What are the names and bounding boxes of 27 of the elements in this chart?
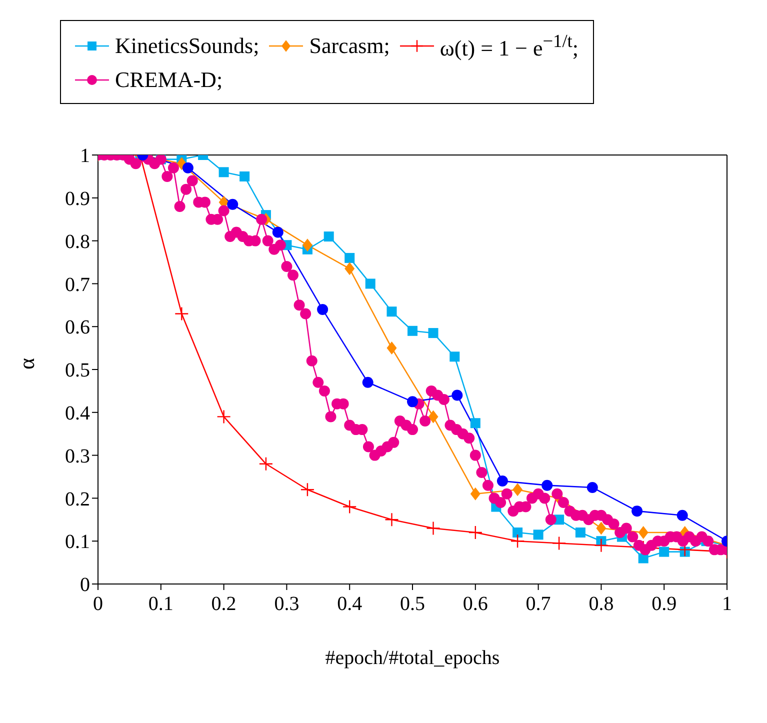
x-tick-label: 0.6 (462, 594, 488, 616)
legend-label: Sarcasm; (309, 33, 390, 60)
x-tick-label: 0.8 (588, 594, 614, 616)
x-axis-title: #epoch/#total_epochs (325, 647, 500, 670)
x-tick-label: 0.2 (211, 594, 236, 616)
y-axis-title: α (14, 358, 39, 370)
x-tick-label: 0.3 (274, 594, 300, 616)
y-tick-label: 0.1 (65, 532, 90, 554)
x-tick-label: 0.7 (526, 594, 551, 616)
y-tick-label: 0.8 (65, 231, 90, 254)
legend-label: CREMA-D; (115, 67, 223, 94)
x-tick-label: 1 (722, 594, 732, 616)
y-tick-label: 0.5 (65, 360, 90, 382)
x-tick-label: 0.4 (337, 594, 362, 616)
y-tick-label: 0.7 (65, 274, 90, 296)
legend-label: ω(t) = 1 − e$^{−1/t}$; (440, 31, 579, 62)
x-tick-label: 0.9 (652, 594, 677, 616)
y-tick-label: 1 (80, 145, 90, 168)
y-tick-label: 0.6 (65, 317, 90, 340)
x-tick-label: 0.5 (400, 594, 425, 616)
y-tick-label: 0 (80, 574, 90, 596)
y-tick-label: 0.9 (65, 188, 90, 210)
legend-label: KineticsSounds; (115, 33, 260, 60)
x-tick-label: 0.1 (148, 594, 174, 616)
y-tick-label: 0.2 (65, 488, 90, 511)
y-tick-label: 0.3 (65, 446, 90, 468)
y-tick-label: 0.4 (65, 402, 90, 425)
